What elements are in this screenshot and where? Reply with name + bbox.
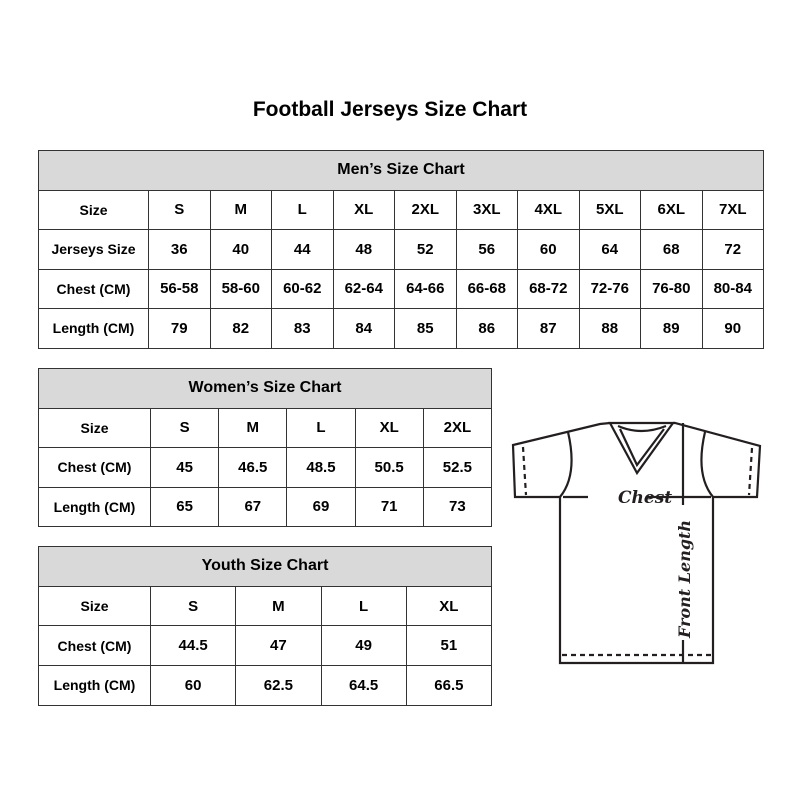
table-cell: S (149, 407, 220, 448)
table-cell: 85 (394, 308, 457, 349)
table-cell: 86 (455, 308, 518, 349)
table-cell: 66-68 (455, 268, 518, 309)
table-cell: 65 (149, 486, 220, 527)
front-length-label: Front Length (675, 520, 694, 639)
table-cell: 84 (332, 308, 395, 349)
table-cell: 62-64 (332, 268, 395, 309)
table-cell: 50.5 (354, 447, 424, 488)
row-label: Size (38, 407, 151, 448)
table-cell: 60 (149, 665, 237, 706)
table-title: Men’s Size Chart (38, 150, 764, 191)
table-cell: M (235, 585, 322, 627)
table-cell: 68 (640, 229, 703, 270)
womens-size-table: Women’s Size Chart Size S M L XL 2XL Chest (CM)… (38, 368, 493, 527)
table-title: Women’s Size Chart (38, 368, 492, 409)
table-cell: 5XL (578, 189, 641, 230)
table-row: Jerseys Size 36 40 44 48 52 56 60 64 68 72 (38, 229, 764, 270)
youth-size-table: Youth Size Chart Size S M L XL Chest (CM) 44.5 4… (38, 546, 493, 706)
table-cell: L (320, 585, 407, 627)
table-cell: XL (332, 189, 395, 230)
table-row: Length (CM) 79 82 83 84 85 86 87 88 89 90 (38, 308, 764, 349)
row-label: Chest (CM) (38, 625, 151, 667)
jersey-outline (511, 421, 762, 665)
table-cell: 73 (422, 486, 493, 527)
mens-size-table: Men’s Size Chart Size S M L XL 2XL 3XL 4XL 5XL 6XL… (38, 150, 764, 349)
row-label: Length (CM) (38, 486, 151, 527)
table-cell: 45 (149, 447, 220, 488)
table-cell: 72-76 (578, 268, 641, 309)
table-title: Youth Size Chart (38, 546, 492, 587)
table-cell: 87 (517, 308, 580, 349)
table-cell: 80-84 (701, 268, 764, 309)
table-row: Size S M L XL 2XL (38, 407, 493, 448)
row-label: Size (38, 189, 149, 230)
table-cell: 66.5 (405, 665, 493, 706)
row-label: Jerseys Size (38, 229, 149, 270)
table-cell: 36 (148, 229, 211, 270)
table-cell: 44.5 (149, 625, 237, 667)
table-cell: 71 (354, 486, 424, 527)
table-cell: 60-62 (271, 268, 334, 309)
collar (608, 421, 676, 476)
table-cell: 67 (218, 486, 288, 527)
table-cell: XL (405, 585, 493, 627)
table-cell: 56-58 (148, 268, 211, 309)
table-cell: 2XL (422, 407, 493, 448)
table-cell: 44 (271, 229, 334, 270)
row-label: Chest (CM) (38, 447, 151, 488)
table-cell: L (271, 189, 334, 230)
table-row: Size S M L XL 2XL 3XL 4XL 5XL 6XL 7XL (38, 189, 764, 230)
table-row: Length (CM) 60 62.5 64.5 66.5 (38, 665, 493, 706)
table-row: Chest (CM) 44.5 47 49 51 (38, 625, 493, 667)
table-cell: 62.5 (235, 665, 322, 706)
table-cell: 7XL (701, 189, 764, 230)
table-cell: M (218, 407, 288, 448)
table-row: Chest (CM) 45 46.5 48.5 50.5 52.5 (38, 447, 493, 488)
table-cell: 52.5 (422, 447, 493, 488)
table-cell: 69 (286, 486, 356, 527)
table-cell: 88 (578, 308, 641, 349)
table-cell: 64.5 (320, 665, 407, 706)
table-cell: 6XL (640, 189, 703, 230)
table-cell: 68-72 (517, 268, 580, 309)
row-label: Size (38, 585, 151, 627)
table-cell: 76-80 (640, 268, 703, 309)
chest-label: Chest (618, 488, 672, 508)
table-cell: 79 (148, 308, 211, 349)
table-cell: XL (354, 407, 424, 448)
table-row: Size S M L XL (38, 585, 493, 627)
table-cell: 48.5 (286, 447, 356, 488)
table-cell: S (149, 585, 237, 627)
table-row: Length (CM) 65 67 69 71 73 (38, 486, 493, 527)
page-title: Football Jerseys Size Chart (252, 98, 528, 121)
table-cell: 82 (209, 308, 272, 349)
table-cell: 40 (209, 229, 272, 270)
table-cell: 60 (517, 229, 580, 270)
table-cell: 47 (235, 625, 322, 667)
table-cell: 49 (320, 625, 407, 667)
table-cell: 51 (405, 625, 493, 667)
table-cell: 90 (701, 308, 764, 349)
table-cell: 48 (332, 229, 395, 270)
table-cell: L (286, 407, 356, 448)
row-label: Length (CM) (38, 308, 149, 349)
